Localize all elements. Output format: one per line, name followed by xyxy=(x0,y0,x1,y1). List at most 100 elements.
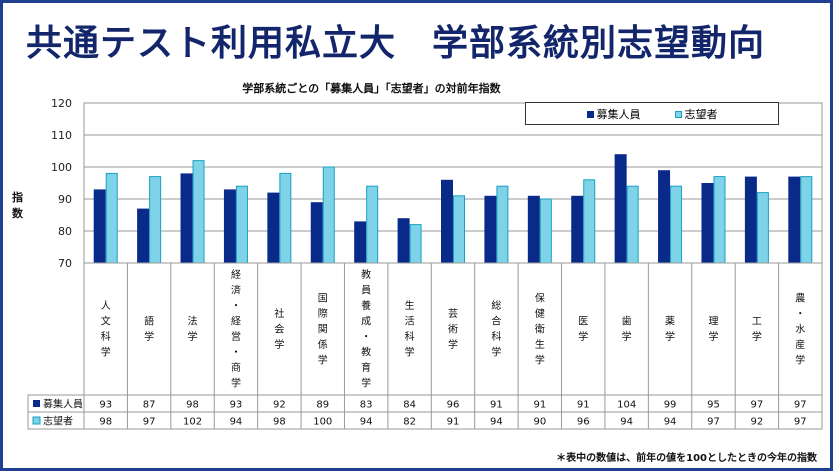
legend-swatch-recruit xyxy=(586,111,594,118)
bar-applicant xyxy=(670,185,683,264)
table-cell: 91 xyxy=(490,400,503,411)
y-tick-label: 110 xyxy=(51,129,72,142)
y-tick-label: 80 xyxy=(58,225,72,238)
bar-recruit xyxy=(397,218,410,263)
bar-recruit xyxy=(614,154,627,263)
category-label: 経済・経営・商学 xyxy=(231,268,241,390)
table-cell: 97 xyxy=(143,417,156,428)
category-label: 法学 xyxy=(188,315,198,344)
bar-applicant xyxy=(192,160,205,264)
table-cell: 93 xyxy=(99,400,112,411)
table-row-header: 志望者 xyxy=(43,415,73,428)
category-label: 医学 xyxy=(578,316,588,344)
table-cell: 97 xyxy=(751,400,764,411)
bar-recruit xyxy=(484,195,497,263)
bar-recruit xyxy=(354,221,367,263)
table-row-header: 募集人員 xyxy=(43,398,83,411)
footnote: ＊表中の数値は、前年の値を100としたときの今年の指数 xyxy=(556,453,817,464)
bar-recruit xyxy=(137,208,150,263)
bar-applicant xyxy=(800,176,813,264)
legend-item-applicant: 志望者 xyxy=(674,106,718,122)
y-axis-label: 指数 xyxy=(12,191,23,220)
bar-recruit xyxy=(701,183,714,263)
table-cell: 98 xyxy=(273,417,286,428)
table-cell: 91 xyxy=(577,400,590,411)
table-cell: 97 xyxy=(794,417,807,428)
table-legend-swatch xyxy=(33,400,40,407)
bar-applicant xyxy=(105,172,118,264)
table-cell: 94 xyxy=(620,417,633,428)
bar-applicant xyxy=(453,195,465,264)
bar-recruit xyxy=(267,192,280,263)
bar-applicant xyxy=(409,224,422,264)
table-cell: 91 xyxy=(533,400,546,411)
table-cell: 94 xyxy=(230,417,243,428)
bar-applicant xyxy=(279,172,292,264)
table-cell: 98 xyxy=(99,417,112,428)
bar-applicant xyxy=(149,176,162,264)
table-cell: 100 xyxy=(313,417,332,428)
category-label: 総合科学 xyxy=(491,299,501,359)
bar-recruit xyxy=(93,189,106,263)
category-label: 歯学 xyxy=(622,315,632,344)
title-part1: 共通テスト利用私立大 xyxy=(26,23,397,64)
category-label: 社会学 xyxy=(274,307,284,351)
table-cell: 96 xyxy=(577,417,590,428)
table-cell: 92 xyxy=(273,400,286,411)
table-cell: 93 xyxy=(230,400,243,411)
category-label: 薬学 xyxy=(665,316,675,344)
bar-applicant xyxy=(496,185,509,264)
table-cell: 90 xyxy=(533,417,546,428)
category-label: 芸術学 xyxy=(448,307,458,351)
table-cell: 87 xyxy=(143,400,156,411)
chart-title: 学部系統ごとの「募集人員」「志望者」の対前年指数 xyxy=(242,82,501,95)
y-tick-label: 120 xyxy=(51,97,72,110)
legend: 募集人員 志望者 xyxy=(525,102,779,125)
category-label: 生活科学 xyxy=(405,299,415,359)
bar-applicant xyxy=(713,176,726,264)
table-cell: 94 xyxy=(490,417,503,428)
bar-recruit xyxy=(223,189,236,263)
bar-recruit xyxy=(571,195,584,263)
table-cell: 96 xyxy=(447,400,460,411)
table-cell: 84 xyxy=(403,400,416,411)
table-cell: 92 xyxy=(751,417,764,428)
bar-applicant xyxy=(235,185,248,264)
bar-recruit xyxy=(788,176,801,263)
category-label: 理学 xyxy=(708,316,718,344)
category-label: 工学 xyxy=(752,317,762,344)
bar-recruit xyxy=(527,195,540,263)
bar-recruit xyxy=(310,202,323,263)
bar-applicant xyxy=(583,179,596,264)
bar-recruit xyxy=(180,173,193,263)
table-cell: 94 xyxy=(360,417,373,428)
table-cell: 104 xyxy=(617,400,636,411)
bar-recruit xyxy=(658,170,671,263)
table-cell: 89 xyxy=(316,400,329,411)
page-title: 共通テスト利用私立大 学部系統別志望動向 xyxy=(26,14,801,66)
category-label: 農・水産学 xyxy=(795,291,805,366)
title-part2: 学部系統別志望動向 xyxy=(432,23,766,64)
bar-recruit xyxy=(744,176,757,263)
table-cell: 83 xyxy=(360,400,373,411)
table-cell: 97 xyxy=(707,417,720,428)
table-cell: 94 xyxy=(664,417,677,428)
legend-item-recruit: 募集人員 xyxy=(586,106,641,122)
bar-applicant xyxy=(322,166,335,264)
category-label: 教員養成・教育学 xyxy=(361,268,371,390)
category-label: 保健衛生学 xyxy=(535,291,545,366)
table-cell: 102 xyxy=(183,417,202,428)
y-tick-label: 100 xyxy=(51,161,72,174)
bar-applicant xyxy=(756,192,769,264)
category-label: 国際関係学 xyxy=(318,292,328,366)
category-label: 語学 xyxy=(144,315,154,344)
table-cell: 97 xyxy=(794,400,807,411)
legend-swatch-applicant xyxy=(674,111,682,118)
table-cell: 91 xyxy=(447,417,460,428)
y-tick-label: 90 xyxy=(58,193,72,206)
table-cell: 82 xyxy=(403,417,416,428)
table-cell: 99 xyxy=(664,400,677,411)
table-cell: 95 xyxy=(707,400,720,411)
table-legend-swatch xyxy=(32,416,41,425)
y-tick-label: 70 xyxy=(58,257,72,270)
